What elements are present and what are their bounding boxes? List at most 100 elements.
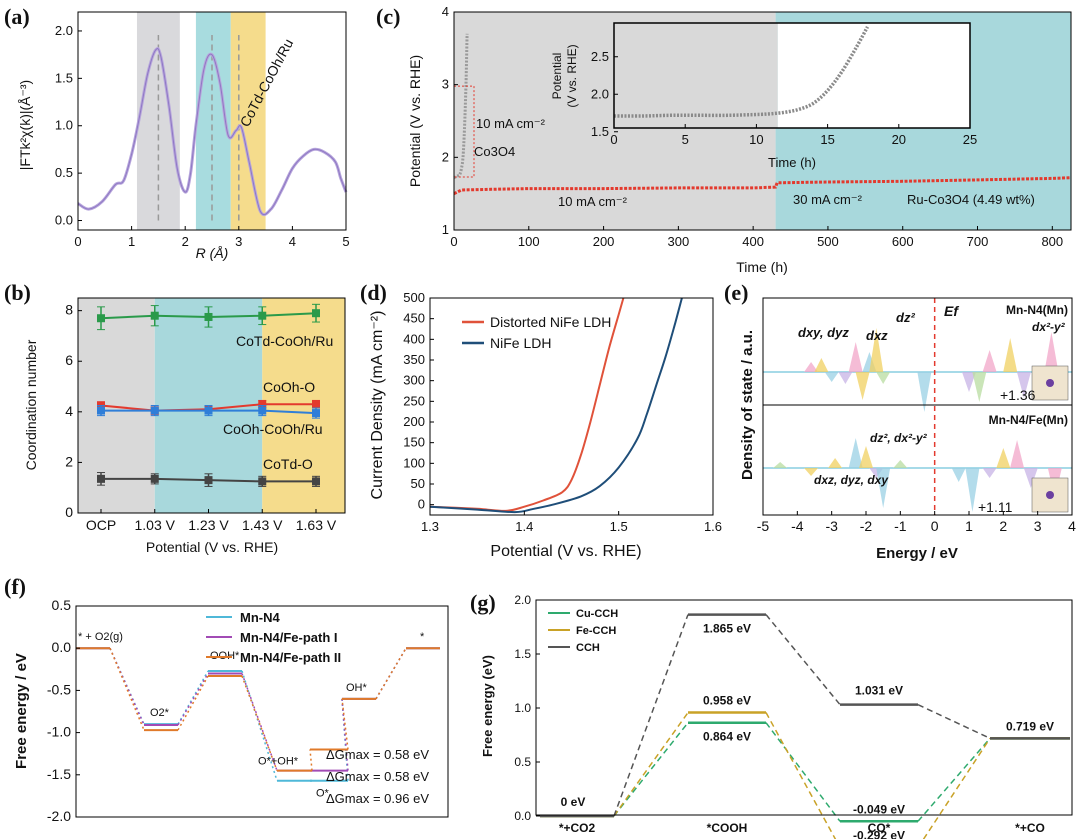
- panel-b-region-0: [78, 298, 155, 513]
- panel-d-ytick-tick-5: 250: [403, 393, 425, 408]
- panel-e-xtick-tick-4: -1: [894, 518, 907, 534]
- panel-g-ytick-tick-0: 2.0: [514, 593, 531, 607]
- panel-d-series-1: [429, 297, 683, 514]
- panel-e-top-peak-0: [804, 362, 819, 372]
- panel-g-value-4: 1.031 eV: [855, 684, 903, 698]
- panel-c-inset-xtick-tick-2: 10: [749, 132, 763, 147]
- panel-e-xtick-tick-9: 4: [1068, 518, 1076, 534]
- panel-c-inset-xtick-tick-3: 15: [820, 132, 834, 147]
- panel-c-inset-ylabel-1: Potential: [550, 53, 564, 100]
- panel-d-ytick-tick-8: 400: [403, 331, 425, 346]
- panel-f-link-1-2: [177, 673, 209, 726]
- panel-f-link-2-3: [241, 675, 278, 771]
- panel-b-xtick-4: 1.63 V: [296, 517, 337, 533]
- panel-e-xtick-tick-7: 2: [999, 518, 1007, 534]
- panel-e-bottom-peak-7: [893, 460, 908, 468]
- panel-e-bottom-peak-1: [804, 468, 819, 476]
- panel-e-xlabel: Energy / eV: [876, 545, 958, 562]
- panel-e-orbital-5: dz², dx²-y²: [870, 431, 928, 445]
- panel-b-point-3-2: [204, 476, 213, 485]
- panel-c-xtick-tick-8: 800: [1041, 234, 1063, 249]
- panel-g-ytick-tick-3: 0.5: [514, 755, 531, 769]
- panel-g-value-7: 0.719 eV: [1006, 719, 1054, 733]
- panel-d-ytick-tick-9: 450: [403, 311, 425, 326]
- panel-g-link-1-1: [613, 712, 689, 817]
- panel-g-link-0-2: [765, 722, 841, 822]
- panel-b-series-4-label: CoTd-O: [263, 456, 313, 472]
- panel-c-xtick-tick-3: 300: [668, 234, 690, 249]
- panel-e-bottom-peak-6: [876, 468, 891, 508]
- panel-f-state-2: OOH*: [210, 650, 240, 662]
- panel-d-label: (d): [360, 280, 387, 305]
- panel-e-bottom-peak-9: [965, 468, 980, 512]
- panel-e-bottom-peak-2: [828, 458, 843, 468]
- panel-e-xtick-tick-5: 0: [931, 518, 939, 534]
- panel-b-point-2-4: [312, 409, 320, 418]
- panel-g-ylabel: Free energy (eV): [480, 655, 495, 757]
- panel-b-point-3-1: [150, 474, 159, 483]
- panel-g-value-1: 1.865 eV: [703, 622, 751, 636]
- panel-e-bottom-peak-10: [982, 468, 997, 478]
- panel-g-ytick-tick-2: 1.0: [514, 701, 531, 715]
- panel-e-structure-atom-1: [1046, 491, 1054, 499]
- panel-e-top-peak-2: [824, 372, 839, 382]
- panel-b-point-2-3: [258, 406, 267, 415]
- panel-c-series-co3o4: [453, 33, 469, 180]
- panel-c-xtick-tick-2: 200: [593, 234, 615, 249]
- panel-c-co3o4-current: 10 mA cm⁻²: [476, 116, 546, 131]
- panel-e-top-peak-10: [962, 372, 976, 392]
- panel-e-xtick-tick-6: 1: [965, 518, 973, 534]
- panel-c-xtick-tick-7: 700: [967, 234, 989, 249]
- panel-c-xtick-tick-5: 500: [817, 234, 839, 249]
- panel-b-point-1-4: [312, 400, 320, 409]
- panel-f-ylabel: Free energy / eV: [13, 653, 30, 769]
- panel-e-bottom-peak-4: [859, 446, 873, 468]
- panel-e-bottom-peak-11: [996, 448, 1011, 468]
- panel-f-dg-2: ΔGmax = 0.58 eV: [326, 769, 429, 784]
- panel-b-point-2-1: [150, 406, 159, 415]
- panel-g-link-0-3: [917, 737, 991, 822]
- panel-f-plot: * + O2(g) O2* OOH* O*+OH* O* OH* * 0.5 0.0 -0.5 -1…: [47, 597, 440, 824]
- panel-d-xtick-tick-1: 1.4: [515, 519, 533, 534]
- panel-e-xtick-tick-1: -4: [791, 518, 804, 534]
- panel-g-link-1-2: [765, 712, 837, 839]
- panel-d-ytick-tick-0: 0: [418, 497, 425, 512]
- panel-e-top-peak-7: [869, 328, 884, 372]
- panel-d-plot: 1.3 1.4 1.5 1.6 0 50 100 150 200 250 300 350 400 450 5…: [403, 290, 722, 534]
- panel-e-bottom-peak-3: [848, 438, 863, 468]
- panel-b-xtick-1: 1.03 V: [135, 517, 176, 533]
- panel-b-ytick-tick-4: 8: [65, 302, 73, 318]
- panel-f-state-6: *: [420, 631, 425, 643]
- panel-c-xtick-tick-4: 400: [742, 234, 764, 249]
- panel-a-ytick-tick-3: 1.5: [55, 70, 73, 85]
- panel-e-xtick-tick-2: -3: [825, 518, 838, 534]
- panel-b-frame: [77, 297, 346, 514]
- panel-f-dg-3: ΔGmax = 0.96 eV: [326, 791, 429, 806]
- panel-d-xtick-tick-3: 1.6: [704, 519, 722, 534]
- panel-g-ytick-tick-1: 1.5: [514, 647, 531, 661]
- panel-g-link-2-1: [613, 614, 689, 817]
- panel-g-category-1: *COOH: [707, 821, 748, 835]
- panel-b-point-0-3: [258, 311, 267, 320]
- panel-f-ytick-tick-0: 0.5: [52, 597, 72, 613]
- panel-a-series-line-core: [77, 48, 347, 216]
- panel-d-xtick-tick-0: 1.3: [421, 519, 439, 534]
- panel-c-inset-xtick-tick-4: 20: [892, 132, 906, 147]
- panel-b-point-3-0: [97, 474, 105, 483]
- panel-c-inset-frame: [613, 22, 971, 129]
- panel-b-ytick-tick-0: 0: [65, 504, 73, 520]
- panel-f-ytick-tick-3: -1.0: [47, 724, 71, 740]
- panel-e-top-peak-8: [876, 372, 891, 384]
- panel-g-category-0: *+CO2: [559, 821, 596, 835]
- panel-g-category-2: CO*: [868, 821, 891, 835]
- panel-c-inset-ytick-tick-2: 2.5: [591, 49, 609, 64]
- panel-f-ytick-tick-2: -0.5: [47, 681, 71, 697]
- panel-d-frame: [429, 297, 714, 516]
- panel-a-xtick-tick-4: 4: [289, 234, 296, 249]
- panel-e-top-peak-9: [917, 372, 932, 412]
- panel-b-plot: OCP 1.03 V 1.23 V 1.43 V 1.63 V 0 2 4 6 8: [65, 298, 345, 533]
- panel-d-legend-2: NiFe LDH: [490, 335, 551, 351]
- panel-c-inset-series: [613, 25, 870, 118]
- panel-b-point-2-2: [204, 406, 213, 415]
- panel-g-legend-2: Fe-CCH: [576, 625, 616, 637]
